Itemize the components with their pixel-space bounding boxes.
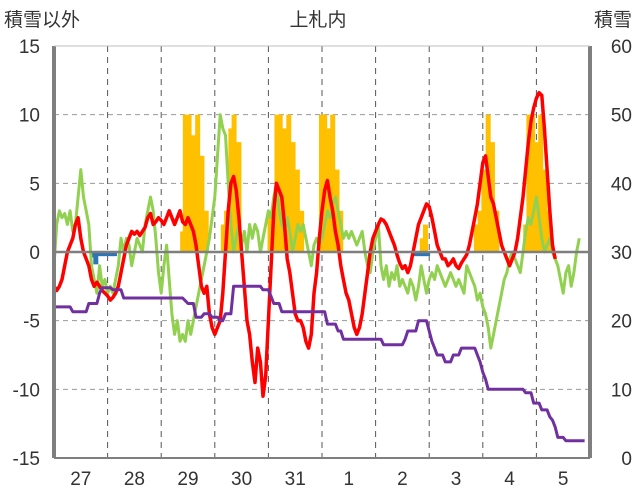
bar-mark — [422, 224, 428, 252]
bar-mark — [199, 155, 205, 252]
series-line-3 — [52, 90, 557, 398]
right-tick-label: 60 — [611, 37, 632, 58]
line-series — [52, 90, 585, 443]
right-tick-label: 50 — [611, 106, 632, 127]
bar-mark — [182, 114, 188, 253]
bar-mark — [203, 210, 209, 252]
x-tick-label: 29 — [177, 469, 198, 490]
left-tick-label: -15 — [13, 449, 40, 470]
x-tick-label: 30 — [231, 469, 252, 490]
bar-mark — [415, 252, 421, 257]
right-tick-label: 10 — [611, 380, 632, 401]
left-tick-label: 0 — [29, 243, 40, 264]
bar-mark — [538, 114, 544, 253]
series-line-2 — [52, 113, 581, 350]
bar-mark — [190, 135, 196, 252]
right-tick-label: 30 — [611, 243, 632, 264]
bar-mark — [294, 169, 300, 252]
x-tick-label: 1 — [344, 469, 355, 490]
left-tick-label: -10 — [13, 380, 40, 401]
bar-mark — [542, 169, 548, 252]
bar-mark — [530, 114, 536, 253]
right-tick-label: 20 — [611, 312, 632, 333]
left-tick-label: 15 — [19, 37, 40, 58]
bar-mark — [494, 210, 500, 252]
bar-mark — [477, 210, 483, 252]
bar-mark — [526, 114, 532, 253]
bar-mark — [96, 252, 102, 257]
bar-mark — [421, 252, 427, 257]
bar-mark — [109, 252, 115, 257]
right-axis-label: 積雪 — [594, 9, 632, 31]
x-tick-label: 5 — [558, 469, 569, 490]
bar-mark — [220, 224, 226, 252]
left-tick-label: 10 — [19, 106, 40, 127]
bar-mark — [90, 252, 96, 258]
bar-mark — [277, 114, 283, 253]
bar-mark — [290, 142, 296, 252]
bar-mark — [318, 114, 324, 253]
bar-mark — [99, 252, 105, 257]
bar-mark — [330, 114, 336, 253]
bar-mark — [267, 210, 273, 252]
grid-lines — [54, 46, 590, 458]
left-tick-label: -5 — [23, 312, 40, 333]
x-tick-label: 4 — [504, 469, 515, 490]
bar-mark — [481, 169, 487, 252]
bar-mark — [195, 114, 201, 253]
left-tick-label: 5 — [29, 174, 40, 195]
right-tick-label: 0 — [621, 449, 632, 470]
bar-mark — [425, 252, 431, 257]
left-axis-label: 積雪以外 — [4, 9, 80, 31]
bar-mark — [322, 114, 328, 253]
plot-frame — [52, 45, 592, 459]
bar-mark — [418, 252, 424, 257]
x-tick-label: 27 — [70, 469, 91, 490]
x-tick-label: 3 — [451, 469, 462, 490]
bar-mark — [281, 128, 287, 252]
bar-mark — [546, 210, 552, 252]
bar-mark — [106, 252, 112, 257]
bar-mark — [186, 114, 192, 253]
bar-mark — [286, 114, 292, 253]
bar-mark — [93, 252, 99, 265]
bar-mark — [180, 231, 186, 252]
tick-labels: -15 -10 -5 0 5 10 15 0 10 20 30 40 50 60 27 28 29 30 31 1 2 3… — [13, 37, 632, 490]
chart-title: 上札内 — [289, 9, 346, 31]
right-tick-label: 40 — [611, 174, 632, 195]
x-tick-label: 31 — [285, 469, 306, 490]
bar-mark — [419, 238, 425, 252]
bar-mark — [412, 252, 418, 257]
bar-mark — [112, 252, 118, 257]
bar-mark — [473, 224, 479, 252]
bar-mark — [102, 252, 108, 257]
x-tick-label: 2 — [397, 469, 408, 490]
series-line-4 — [54, 284, 585, 443]
bar-mark — [236, 142, 242, 252]
x-tick-label: 28 — [124, 469, 145, 490]
